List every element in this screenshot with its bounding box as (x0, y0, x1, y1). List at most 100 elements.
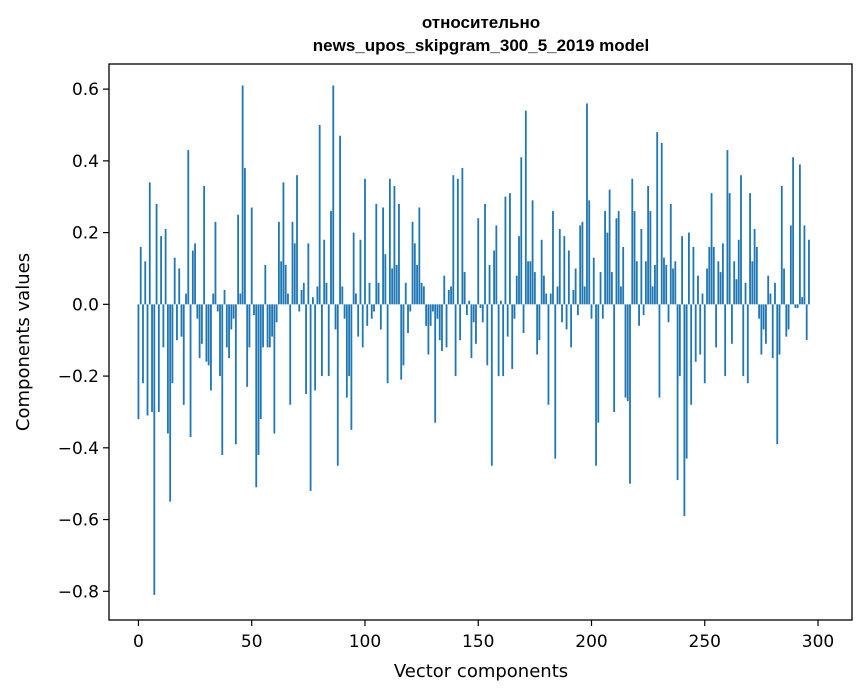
bar-43 (234, 304, 237, 445)
bar-221 (638, 304, 640, 326)
bar-143 (461, 168, 464, 305)
bar-289 (792, 157, 795, 305)
bar-176 (536, 304, 539, 355)
bar-227 (651, 286, 654, 305)
bar-35 (216, 304, 219, 312)
bar-31 (207, 304, 210, 366)
bar-158 (495, 225, 498, 305)
bar-42 (232, 304, 235, 319)
bar-215 (624, 304, 627, 398)
bar-273 (755, 246, 758, 305)
bar-220 (635, 261, 638, 305)
bar-49 (248, 304, 251, 348)
bar-135 (443, 275, 446, 305)
bar-39 (225, 304, 228, 348)
bar-163 (506, 304, 509, 337)
bar-38 (223, 289, 226, 305)
bar-59 (271, 304, 273, 337)
bar-91 (343, 304, 346, 319)
bar-109 (384, 254, 387, 305)
bar-63 (280, 261, 283, 305)
bar-142 (459, 304, 462, 341)
bar-123 (416, 264, 418, 305)
bar-132 (436, 304, 439, 319)
bar-170 (522, 304, 525, 334)
bar-256 (717, 261, 720, 305)
bar-276 (762, 304, 765, 330)
bar-11 (162, 304, 165, 348)
y-tick-label: −0.4 (58, 439, 99, 459)
y-tick-label: 0.6 (72, 80, 99, 100)
bar-116 (400, 304, 403, 380)
bar-153 (484, 203, 486, 305)
bar-209 (610, 272, 613, 305)
bar-47 (244, 168, 246, 305)
bar-270 (749, 193, 751, 305)
bar-266 (740, 175, 742, 305)
bar-291 (796, 304, 799, 308)
bar-165 (511, 304, 514, 369)
bar-50 (250, 207, 253, 305)
bar-159 (497, 304, 500, 377)
bar-201 (592, 257, 595, 305)
bar-72 (300, 289, 303, 305)
bar-192 (572, 289, 575, 305)
bar-258 (721, 243, 724, 305)
bar-234 (667, 304, 670, 323)
bar-254 (712, 246, 715, 305)
bar-9 (157, 304, 160, 412)
bar-73 (302, 282, 305, 305)
bar-180 (545, 293, 548, 305)
x-tick-label: 150 (462, 632, 494, 652)
bar-113 (393, 185, 396, 305)
bar-232 (663, 257, 665, 305)
bar-33 (212, 293, 215, 305)
bar-228 (654, 264, 656, 305)
bar-197 (583, 286, 586, 305)
bar-34 (214, 221, 217, 305)
bar-series (137, 85, 810, 595)
bar-54 (259, 304, 262, 420)
bar-131 (434, 304, 437, 423)
bar-196 (581, 221, 584, 305)
bar-164 (509, 193, 511, 305)
bar-129 (429, 304, 432, 326)
bar-41 (230, 304, 233, 330)
bar-65 (284, 264, 287, 305)
bar-70 (296, 175, 298, 305)
bar-80 (318, 124, 321, 305)
bar-277 (765, 304, 767, 344)
bar-32 (210, 304, 212, 391)
bar-288 (789, 225, 792, 305)
bar-237 (674, 261, 677, 305)
x-axis-label: Vector components (394, 661, 568, 682)
bar-251 (706, 268, 708, 305)
bar-112 (391, 268, 394, 305)
bar-15 (171, 304, 174, 384)
y-tick-label: 0.4 (72, 152, 99, 172)
bar-79 (316, 286, 319, 305)
bar-152 (481, 304, 484, 323)
bar-219 (633, 211, 636, 305)
bar-208 (608, 189, 611, 305)
bar-17 (176, 304, 178, 341)
bar-102 (368, 282, 371, 305)
bar-179 (543, 275, 545, 305)
bar-147 (470, 304, 473, 359)
bar-46 (241, 85, 244, 305)
bar-140 (454, 304, 457, 377)
bar-296 (808, 239, 810, 305)
bar-160 (499, 300, 502, 305)
chart-title-line-2: news_upos_skipgram_300_5_2019 model (313, 36, 649, 55)
bar-118 (404, 282, 407, 305)
bar-53 (257, 304, 260, 455)
bar-278 (767, 275, 770, 305)
bar-139 (452, 175, 455, 305)
bar-0 (137, 304, 140, 420)
y-tick-label: −0.6 (58, 511, 99, 531)
bar-212 (617, 211, 620, 305)
bar-216 (626, 304, 629, 402)
bar-124 (418, 207, 421, 305)
bar-94 (350, 304, 353, 430)
